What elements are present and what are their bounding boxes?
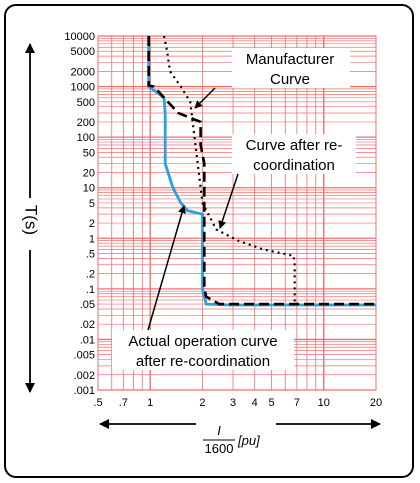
y-tick-label: 2 [89, 218, 95, 230]
y-tick-label: 5 [89, 198, 95, 210]
annotation-manufacturer-line1: Manufacturer [246, 51, 334, 68]
annotation-actual-line1: Actual operation curve [128, 333, 277, 350]
curves [147, 35, 376, 307]
y-tick-label: 50 [83, 147, 95, 159]
y-tick-label: 100 [77, 132, 95, 144]
y-tick-label: 1000 [71, 82, 95, 94]
actual-pointer [147, 205, 186, 331]
re-coordination-pointer [218, 173, 239, 229]
y-tick-label: 500 [77, 97, 95, 109]
x-tick-label: 10 [318, 397, 330, 409]
x-tick-labels: .5 .7 1 2 3 4 5 7 10 20 [93, 397, 382, 409]
y-tick-label: .002 [74, 370, 95, 382]
y-tick-label: 1 [89, 233, 95, 245]
x-tick-label: 3 [230, 397, 236, 409]
x-tick-label: 5 [268, 397, 274, 409]
y-tick-label: 10000 [64, 31, 95, 43]
x-tick-label: 4 [252, 397, 258, 409]
annotation-manufacturer: Manufacturer Curve [232, 48, 350, 88]
y-tick-label: .02 [80, 319, 95, 331]
x-axis-label-denominator: 1600 [205, 441, 234, 456]
y-tick-label: .05 [80, 299, 95, 311]
x-tick-label: .5 [93, 397, 102, 409]
x-tick-label: 2 [199, 397, 205, 409]
annotation-manufacturer-line2: Curve [270, 71, 310, 88]
x-axis-label-numerator: I [217, 423, 221, 438]
x-tick-label: 1 [147, 397, 153, 409]
series-manufacturer-curve [147, 36, 376, 306]
y-axis-label: T(s) [22, 205, 41, 235]
y-tick-label: 20 [83, 167, 95, 179]
y-tick-label: .005 [74, 350, 95, 362]
x-tick-label: 7 [294, 397, 300, 409]
y-tick-label: 10 [83, 183, 95, 195]
y-tick-label: .5 [86, 249, 95, 261]
x-tick-label: .7 [119, 397, 128, 409]
x-axis-label: I 1600 [pu] [196, 420, 276, 456]
y-tick-label: 200 [77, 117, 95, 129]
manufacturer-pointer [194, 87, 216, 109]
annotation-re-coordination-line2: coordination [253, 157, 335, 174]
annotation-actual-line2: after re-coordination [136, 353, 270, 370]
annotation-actual: Actual operation curve after re-coordina… [112, 330, 294, 370]
y-tick-label: .1 [86, 284, 95, 296]
y-tick-label: 5000 [71, 46, 95, 58]
y-tick-labels: 10000 5000 2000 1000 500 200 100 50 20 10 5 2 1 .5 .2.… [64, 31, 95, 397]
y-tick-label: .01 [80, 334, 95, 346]
y-tick-label: 2000 [71, 66, 95, 78]
y-tick-label: .001 [74, 385, 95, 397]
annotation-re-coordination: Curve after re- coordination [232, 134, 356, 174]
annotation-re-coordination-line1: Curve after re- [246, 137, 343, 154]
x-tick-label: 20 [370, 397, 382, 409]
x-axis-label-unit: [pu] [237, 433, 260, 448]
y-tick-label: .2 [86, 269, 95, 281]
